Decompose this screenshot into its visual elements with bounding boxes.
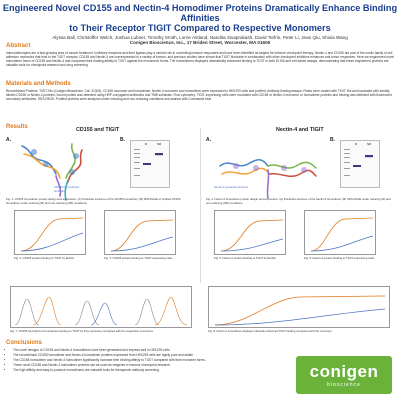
cd155-structure-image <box>21 143 83 201</box>
nectin4-comparison-curves <box>214 295 386 326</box>
nectin4-elisa-curves <box>220 219 284 252</box>
fig7-caption: Fig. 7. CD155 and Nectin-4 homodimer bin… <box>10 329 154 333</box>
abstract-text: Immunotherapies are a fast-growing area … <box>6 51 394 68</box>
poster-title: Engineered Novel CD155 and Nectin-4 Homo… <box>0 0 400 33</box>
cd155-elisa-curves <box>20 217 84 252</box>
results-heading: Results <box>6 124 28 130</box>
conigen-logo: conigen bioscience <box>296 356 392 394</box>
nectin4-comparison-panel <box>208 286 390 328</box>
cd155-sds-page-gel: R NR <box>130 140 170 188</box>
fig1-caption: Fig. 1. CD155 homodimer protein design a… <box>6 197 181 205</box>
right-panel-a-label: A. <box>206 137 211 143</box>
fig6-caption: Fig. 6. Nectin-4 protein binding to TIGI… <box>304 256 375 260</box>
cd155-cell-binding-curves <box>110 219 174 252</box>
nectin4-cell-binding-plot <box>304 210 376 255</box>
cd155-cell-binding-plot <box>104 210 176 255</box>
left-panel-a-label: A. <box>6 137 11 143</box>
fig8-caption: Fig. 8. Nectin-4 homodimer displays mark… <box>208 329 333 333</box>
gel-lane-label-nr: NR <box>367 142 372 146</box>
gel-bands <box>134 149 163 176</box>
list-item: These novel CD155 and Nectin-4 homodimer… <box>13 363 278 368</box>
methods-text: Recombinant Proteins: TIGIT-His (Conigen… <box>6 89 392 102</box>
list-item: The CD155 homodimer and Nectin-4 homodim… <box>13 358 278 363</box>
abstract-heading: Abstract <box>6 43 31 49</box>
nectin4-elisa-plot <box>214 210 286 255</box>
cd155-elisa-plot <box>14 210 86 255</box>
results-divider <box>200 128 201 283</box>
list-item: The recombinant CD155 homodimer and Nect… <box>13 353 278 358</box>
methods-heading: Materials and Methods <box>6 81 71 87</box>
flow-cytometry-histograms <box>14 296 188 326</box>
fig4-caption: Fig. 4. Nectin-4 homodimer protein desig… <box>206 197 391 205</box>
poster-header: Engineered Novel CD155 and Nectin-4 Homo… <box>0 0 400 46</box>
nectin4-sds-page-gel: R NR <box>340 140 380 188</box>
left-panel-b-label: B. <box>120 137 125 143</box>
gel-lane-label-nr: NR <box>157 142 162 146</box>
fig3-caption: Fig. 3. CD155 protein binding to TIGIT-e… <box>104 256 173 260</box>
nectin4-structure-image <box>219 159 317 199</box>
title-line-1: Engineered Novel CD155 and Nectin-4 Homo… <box>2 3 398 23</box>
title-line-2: to Their Receptor TIGIT Compared to Resp… <box>69 23 331 33</box>
list-item: The novel designs of CD155 and Nectin-4 … <box>13 348 278 353</box>
author-list: Alyssa Ball, Christoffer Welch, Joshua L… <box>52 35 348 40</box>
fig2-caption: Fig. 2. CD155 protein binding to TIGIT b… <box>14 256 75 260</box>
right-panel-b-label: B. <box>330 137 335 143</box>
gel-lane-label-r: R <box>145 142 148 146</box>
gel-bands <box>344 149 373 176</box>
logo-subtitle: bioscience <box>327 382 361 388</box>
nectin4-structure-label: Nectin-4 predicted structure <box>214 185 249 189</box>
right-panel-title: Nectin-4 and TIGIT <box>276 127 324 133</box>
fig5-caption: Fig. 5. Nectin-4 protein binding to TIGI… <box>214 256 277 260</box>
gel-lane-label-r: R <box>355 142 358 146</box>
nectin4-cell-binding-curves <box>310 217 374 252</box>
conclusions-heading: Conclusions <box>6 340 43 346</box>
affiliation: Conigen Bioscience, Inc., 17 Briden Stre… <box>129 40 271 46</box>
cd155-structure-label: CD155-Fc predicted structure <box>54 185 80 193</box>
left-panel-title: CD155 and TIGIT <box>76 127 120 133</box>
list-item: The high affinity and easy-to-produce ho… <box>13 368 278 373</box>
conclusions-list: The novel designs of CD155 and Nectin-4 … <box>10 348 278 373</box>
logo-wordmark: conigen <box>309 362 379 381</box>
flow-cytometry-histogram-panel <box>10 286 192 328</box>
